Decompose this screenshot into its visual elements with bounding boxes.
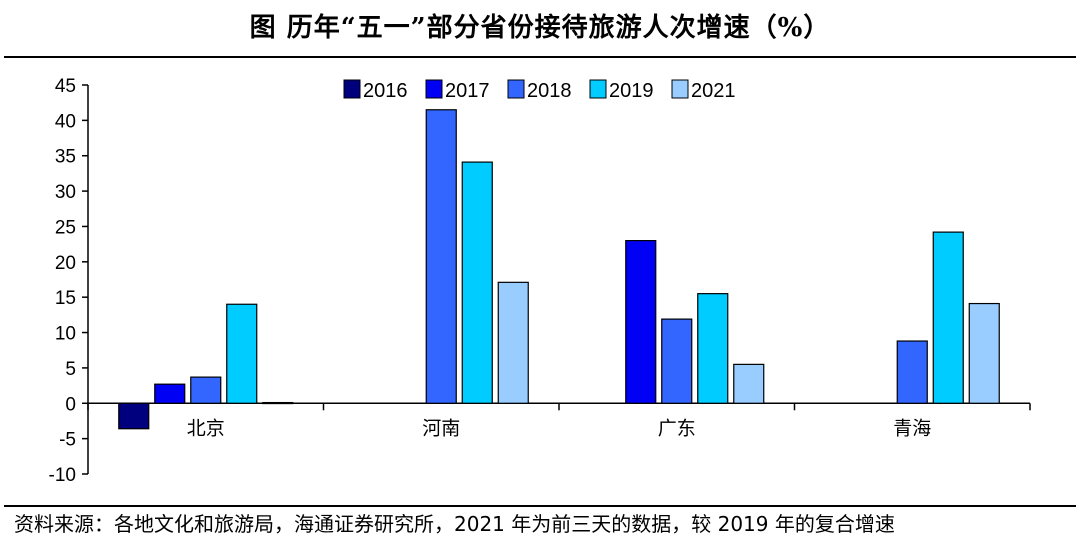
chart-title: 图 历年“五一”部分省份接待旅游人次增速（%） bbox=[249, 13, 831, 43]
legend-label-2019: 2019 bbox=[609, 80, 654, 102]
bar-2021-2 bbox=[733, 363, 765, 404]
y-tick-label: -10 bbox=[49, 465, 76, 486]
y-tick-label: 40 bbox=[55, 111, 76, 132]
bar-2018-0 bbox=[190, 376, 222, 404]
bar-2019-0 bbox=[226, 303, 258, 404]
legend-swatch-2019 bbox=[589, 79, 607, 99]
x-tick-label: 北京 bbox=[187, 417, 225, 439]
bar-2018-2 bbox=[661, 318, 693, 404]
x-tick-label: 青海 bbox=[893, 417, 931, 439]
y-tick-label: 45 bbox=[55, 76, 76, 97]
y-tick-label: 35 bbox=[55, 147, 76, 168]
bar-chart: 45 40 35 30 25 20 15 10 5 0 -5 -10 北京 河南 广东 青海 2016 2017 2… bbox=[49, 76, 1031, 486]
y-tick-label: 15 bbox=[55, 288, 76, 309]
y-tick-label: 20 bbox=[55, 253, 76, 274]
title-rule bbox=[4, 56, 1076, 58]
bar-2019-2 bbox=[697, 293, 729, 404]
legend-swatch-2018 bbox=[507, 79, 525, 99]
bar-2021-0 bbox=[262, 401, 294, 405]
legend-swatch-2017 bbox=[425, 79, 443, 99]
y-tick-label: 0 bbox=[65, 394, 76, 415]
legend-label-2017: 2017 bbox=[445, 80, 490, 102]
bar-2021-1 bbox=[497, 281, 529, 404]
y-tick-label: 25 bbox=[55, 217, 76, 238]
source-rule bbox=[4, 505, 1076, 507]
x-tick-label: 河南 bbox=[422, 417, 460, 439]
y-tick-label: 10 bbox=[55, 324, 76, 345]
bar-2019-3 bbox=[932, 231, 964, 404]
legend-swatch-2016 bbox=[343, 79, 361, 99]
bar-2018-1 bbox=[425, 109, 457, 404]
bar-2018-3 bbox=[896, 340, 928, 404]
bar-2017-0 bbox=[154, 383, 186, 404]
legend-label-2021: 2021 bbox=[691, 80, 736, 102]
source-note: 资料来源：各地文化和旅游局，海通证券研究所，2021 年为前三天的数据，较 20… bbox=[14, 512, 895, 536]
y-tick-label: 30 bbox=[55, 182, 76, 203]
legend-label-2016: 2016 bbox=[363, 80, 408, 102]
legend-swatch-2021 bbox=[671, 79, 689, 99]
legend-label-2018: 2018 bbox=[527, 80, 572, 102]
bar-2021-3 bbox=[968, 302, 1000, 404]
bar-2016-0 bbox=[118, 402, 150, 430]
bar-2019-1 bbox=[461, 161, 493, 404]
y-tick-label: 5 bbox=[65, 359, 76, 380]
y-tick-label: -5 bbox=[59, 430, 76, 451]
bar-2017-2 bbox=[625, 240, 657, 404]
x-tick-label: 广东 bbox=[658, 417, 696, 439]
